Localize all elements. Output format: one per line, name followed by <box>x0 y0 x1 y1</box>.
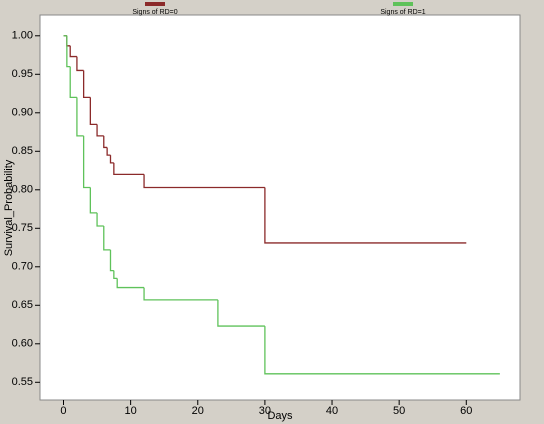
survival-step <box>89 97 98 125</box>
y-tick-label: 0.95 <box>12 68 33 80</box>
y-tick-label: 0.55 <box>12 376 33 388</box>
y-tick-label: 0.75 <box>12 222 33 234</box>
survival-step <box>217 299 265 327</box>
survival-step <box>82 70 91 99</box>
y-tick-label: 0.60 <box>12 338 33 350</box>
x-tick-label: 0 <box>60 405 66 417</box>
y-tick-label: 1.00 <box>12 30 33 42</box>
legend-swatch <box>393 2 413 6</box>
survival-step <box>69 66 77 99</box>
survival-step <box>109 249 114 272</box>
survival-step <box>76 97 84 137</box>
survival-step <box>143 287 218 301</box>
survival-step <box>69 45 77 58</box>
x-tick-label: 50 <box>393 405 405 417</box>
survival-step <box>96 212 104 227</box>
survival-step <box>82 135 91 189</box>
survival-step <box>96 124 104 137</box>
survival-step <box>113 162 145 176</box>
survival-step <box>264 187 467 244</box>
survival-step <box>116 278 145 289</box>
y-tick-label: 0.65 <box>12 299 33 311</box>
survival-step <box>66 35 71 68</box>
plot-area <box>39 14 521 401</box>
survival-step <box>103 135 108 149</box>
y-tick-label: 0.90 <box>12 107 33 119</box>
survival-step <box>264 326 500 375</box>
x-tick-label: 20 <box>192 405 204 417</box>
legend-swatch <box>145 2 165 6</box>
y-tick-label: 0.80 <box>12 184 33 196</box>
survival-step <box>109 155 114 164</box>
survival-step <box>113 270 118 279</box>
survival-step <box>76 56 84 72</box>
survival-step <box>89 187 98 214</box>
y-tick-label: 0.70 <box>12 261 33 273</box>
survival-step <box>103 225 111 251</box>
x-axis-label: Days <box>267 410 293 422</box>
survival-step <box>106 147 111 156</box>
legend-label: Signs of RD=0 <box>132 9 177 16</box>
x-tick-label: 10 <box>125 405 137 417</box>
x-tick-label: 40 <box>326 405 338 417</box>
x-tick-label: 30 <box>259 405 271 417</box>
survival-step <box>143 174 265 189</box>
x-tick-label: 60 <box>460 405 472 417</box>
legend-label: Signs of RD=1 <box>380 9 425 16</box>
y-tick-label: 0.85 <box>12 145 33 157</box>
y-axis-label: Survival_Probability <box>3 159 15 256</box>
